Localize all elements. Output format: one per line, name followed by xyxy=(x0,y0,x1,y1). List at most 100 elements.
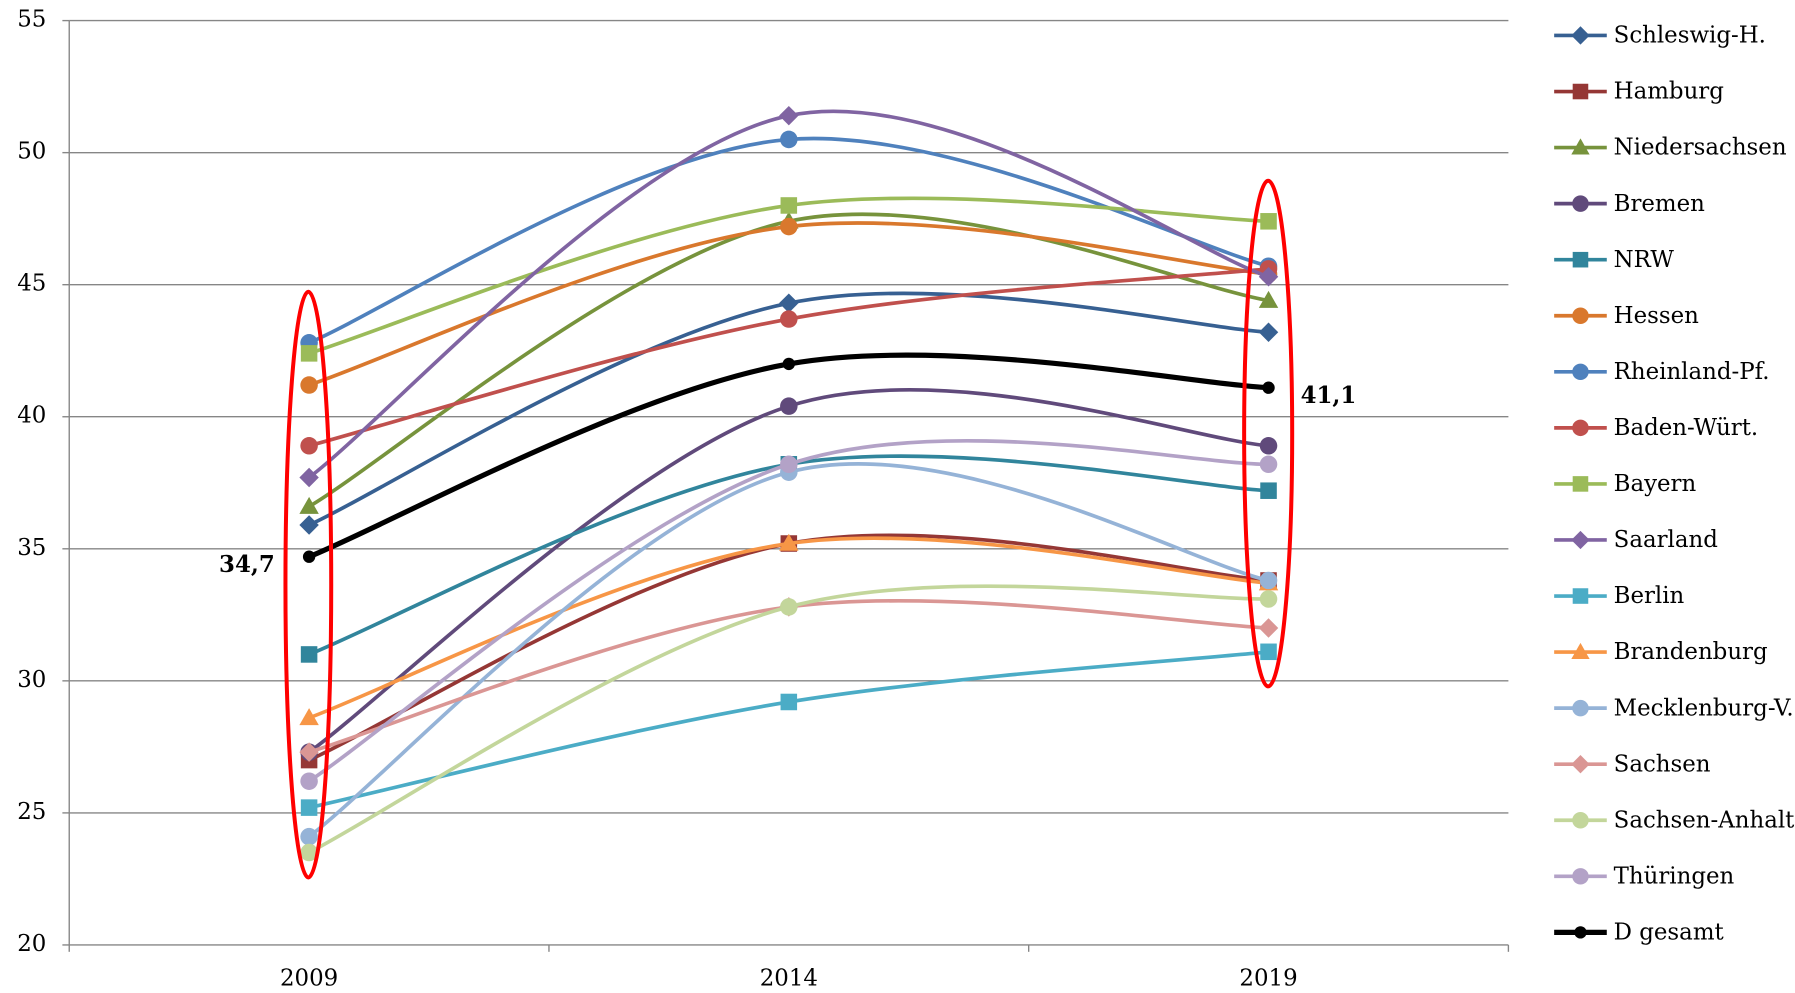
marker xyxy=(300,345,318,362)
legend-label: Brandenburg xyxy=(1614,639,1768,665)
legend-label: Sachsen xyxy=(1614,751,1711,777)
y-tick-label: 35 xyxy=(17,535,46,561)
legend-label: Hamburg xyxy=(1614,79,1724,105)
value-label: 34,7 xyxy=(219,552,275,578)
series-group xyxy=(300,260,1278,455)
marker xyxy=(1571,755,1590,774)
marker xyxy=(300,646,318,663)
y-tick-label: 20 xyxy=(17,931,46,957)
legend-label: Bremen xyxy=(1614,191,1706,217)
marker xyxy=(1571,642,1590,659)
marker xyxy=(1572,419,1589,437)
marker xyxy=(300,827,318,846)
marker xyxy=(1572,363,1589,381)
legend-label: Thüringen xyxy=(1614,863,1735,889)
legend-label: Hessen xyxy=(1614,303,1700,329)
legend-label: Schleswig-H. xyxy=(1614,23,1766,49)
x-tick-label: 2009 xyxy=(280,965,338,991)
legend-label: Saarland xyxy=(1614,527,1718,553)
marker xyxy=(1572,251,1589,268)
value-label: 41,1 xyxy=(1301,383,1357,409)
marker xyxy=(1574,926,1587,939)
series-group xyxy=(300,196,1277,362)
marker xyxy=(1258,322,1279,342)
highlight-ellipse xyxy=(283,289,334,880)
marker xyxy=(299,496,319,514)
series-group xyxy=(299,105,1279,488)
marker xyxy=(1572,699,1589,717)
marker xyxy=(300,772,318,790)
series-group xyxy=(300,643,1277,816)
y-tick-label: 30 xyxy=(17,667,46,693)
series-line xyxy=(308,536,1269,720)
marker xyxy=(299,742,319,762)
legend-label: D gesamt xyxy=(1614,920,1725,946)
legend-label: Rheinland-Pf. xyxy=(1614,359,1770,385)
legend: Schleswig-H. Hamburg Niedersachsen Bremen NR… xyxy=(1554,23,1795,946)
series-group xyxy=(300,533,1277,769)
marker xyxy=(300,843,318,862)
marker xyxy=(1571,26,1590,45)
series: 34,7 41,1 xyxy=(219,105,1357,862)
marker xyxy=(1258,290,1279,308)
marker xyxy=(302,550,316,563)
y-tick-label: 45 xyxy=(17,271,46,297)
marker xyxy=(780,693,798,711)
marker xyxy=(780,130,798,149)
series-line xyxy=(307,461,1269,839)
marker xyxy=(1258,618,1279,638)
marker xyxy=(1259,590,1278,608)
series-group xyxy=(300,584,1278,862)
series-line xyxy=(308,533,1269,762)
x-tick-label: 2019 xyxy=(1239,965,1297,991)
annotations xyxy=(283,178,1295,880)
legend-label: Niedersachsen xyxy=(1614,135,1787,161)
marker xyxy=(1260,482,1277,499)
legend-label: Berlin xyxy=(1614,583,1685,609)
y-tick-label: 50 xyxy=(17,139,46,165)
marker xyxy=(1572,195,1589,212)
marker xyxy=(782,357,795,371)
marker xyxy=(1571,138,1590,155)
legend-label: Mecklenburg-V. xyxy=(1614,695,1794,721)
legend-label: Sachsen-Anhalt xyxy=(1614,807,1795,833)
marker xyxy=(780,455,798,474)
marker xyxy=(779,105,799,126)
legend-label: Baden-Würt. xyxy=(1614,415,1759,441)
y-tick-label: 25 xyxy=(17,799,46,825)
marker xyxy=(779,533,799,551)
marker xyxy=(1572,868,1589,885)
marker xyxy=(1572,307,1589,324)
marker xyxy=(780,598,798,616)
y-tick-label: 55 xyxy=(17,7,46,33)
marker xyxy=(780,217,798,236)
marker xyxy=(780,397,798,415)
marker xyxy=(299,467,319,488)
marker xyxy=(1259,437,1278,455)
legend-label: Bayern xyxy=(1614,471,1697,497)
series-line xyxy=(308,598,1269,754)
series-group: 34,7 41,1 xyxy=(219,352,1357,578)
marker xyxy=(300,376,318,394)
series-line xyxy=(308,649,1269,810)
marker xyxy=(1572,83,1589,100)
y-tick-label: 40 xyxy=(17,403,46,429)
marker xyxy=(1572,588,1589,604)
marker xyxy=(1571,530,1590,550)
x-tick-label: 2014 xyxy=(760,965,818,991)
highlight-ellipse xyxy=(1242,178,1295,689)
marker xyxy=(780,310,798,328)
marker xyxy=(1260,213,1277,230)
marker xyxy=(299,708,319,726)
marker xyxy=(300,437,318,455)
series-group xyxy=(300,461,1278,846)
axes: 20 25 30 35 40 45 50 55 2009 2014 2019 xyxy=(17,7,1510,991)
marker xyxy=(1572,812,1589,829)
marker xyxy=(779,293,799,313)
series-group xyxy=(300,439,1278,790)
marker xyxy=(1262,381,1275,394)
marker xyxy=(299,515,319,535)
marker xyxy=(1572,476,1589,492)
